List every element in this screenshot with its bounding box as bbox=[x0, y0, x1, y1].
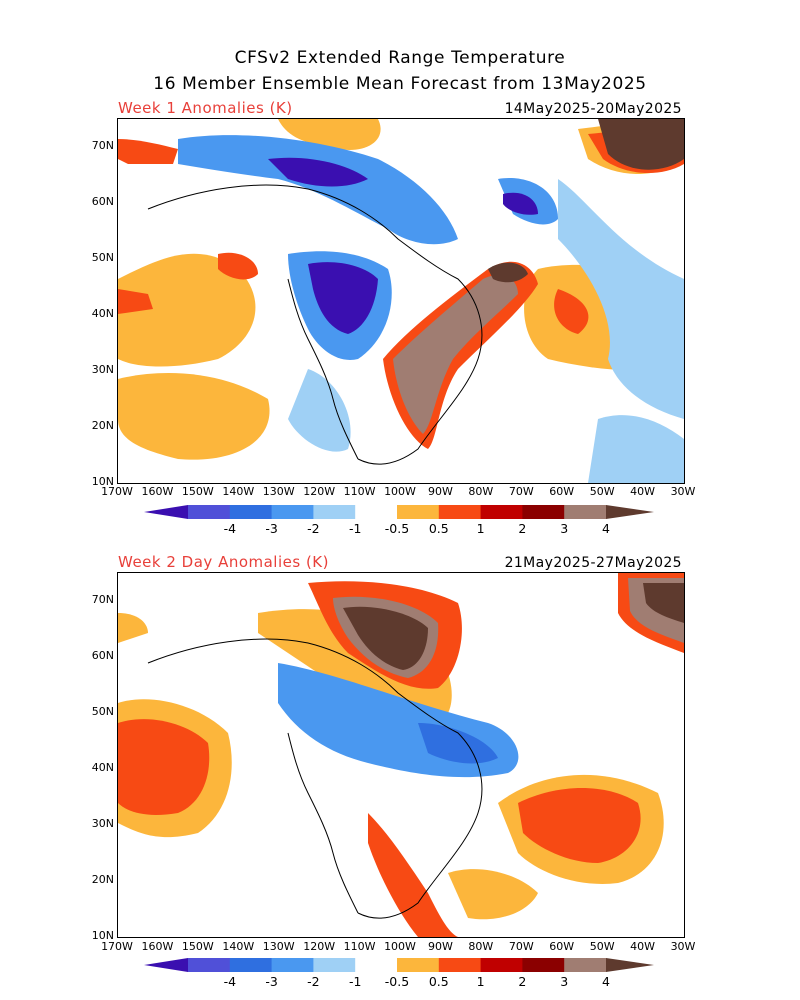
lon-label: 140W bbox=[222, 485, 255, 498]
lon-label: 40W bbox=[630, 485, 655, 498]
lon-label: 120W bbox=[303, 940, 336, 953]
colorbar-segment bbox=[355, 958, 398, 972]
colorbar-right-arrow bbox=[606, 505, 654, 519]
colorbar-segment bbox=[188, 958, 231, 972]
colorbar-label: -4 bbox=[223, 521, 237, 536]
colorbar-segment bbox=[522, 958, 565, 972]
colorbar-segment bbox=[564, 958, 607, 972]
colorbar-segment bbox=[522, 505, 565, 519]
lon-label: 100W bbox=[384, 485, 416, 498]
lon-label: 110W bbox=[343, 940, 376, 953]
colorbar-segment bbox=[313, 958, 356, 972]
lat-label: 30N bbox=[91, 817, 114, 830]
lon-label: 100W bbox=[384, 940, 416, 953]
lon-label: 70W bbox=[508, 485, 534, 498]
lat-label: 50N bbox=[91, 251, 114, 264]
colorbar-segment bbox=[229, 505, 273, 519]
colorbar-label: 4 bbox=[602, 974, 610, 989]
lat-label: 20N bbox=[91, 419, 114, 432]
colorbar-segment bbox=[438, 958, 482, 972]
lon-label: 120W bbox=[303, 485, 336, 498]
colorbar-segment bbox=[564, 505, 607, 519]
lon-label: 60W bbox=[549, 940, 575, 953]
lon-label: 130W bbox=[262, 485, 295, 498]
week1-anomaly-map bbox=[117, 118, 685, 484]
lat-label: 70N bbox=[91, 139, 114, 152]
colorbar-label: 0.5 bbox=[428, 974, 449, 989]
lon-label: 30W bbox=[670, 940, 696, 953]
lat-label: 70N bbox=[91, 593, 114, 606]
colorbar-segment bbox=[397, 958, 440, 972]
lon-label: 50W bbox=[589, 485, 615, 498]
lon-label: 30W bbox=[670, 485, 696, 498]
colorbar-left-arrow bbox=[144, 505, 188, 519]
lon-label: 160W bbox=[141, 940, 174, 953]
lon-label: 90W bbox=[427, 485, 453, 498]
colorbar-segment bbox=[355, 505, 398, 519]
lon-label: 80W bbox=[468, 940, 494, 953]
colorbar-segment bbox=[188, 505, 231, 519]
colorbar-segment bbox=[313, 505, 356, 519]
colorbar-label: -4 bbox=[223, 974, 237, 989]
lon-label: 170W bbox=[101, 940, 133, 953]
lat-label: 10N bbox=[91, 929, 114, 942]
colorbar-right-arrow bbox=[606, 958, 654, 972]
lon-label: 90W bbox=[427, 940, 453, 953]
colorbar-segment bbox=[397, 505, 440, 519]
colorbar-label: 1 bbox=[476, 974, 485, 989]
colorbar-label: 2 bbox=[518, 521, 527, 536]
colorbar-label: -2 bbox=[307, 974, 320, 989]
week1-map-svg bbox=[118, 119, 684, 483]
lat-label: 60N bbox=[91, 195, 114, 208]
lat-label: 30N bbox=[91, 363, 114, 376]
colorbar-segment bbox=[229, 958, 273, 972]
panel2-dates: 21May2025-27May2025 bbox=[504, 555, 682, 571]
panel1-dates: 14May2025-20May2025 bbox=[504, 101, 682, 117]
lon-label: 130W bbox=[262, 940, 295, 953]
lon-label: 110W bbox=[343, 485, 376, 498]
panel1-label: Week 1 Anomalies (K) bbox=[118, 99, 293, 117]
colorbar-label: 3 bbox=[560, 974, 569, 989]
lat-label: 20N bbox=[91, 873, 114, 886]
chart-title-line1: CFSv2 Extended Range Temperature bbox=[234, 48, 566, 68]
lat-label: 40N bbox=[91, 307, 114, 320]
lon-label: 70W bbox=[508, 940, 534, 953]
colorbar-label: -1 bbox=[348, 521, 362, 536]
lon-label: 60W bbox=[549, 485, 575, 498]
colorbar-left-arrow bbox=[144, 958, 188, 972]
colorbar-label: -3 bbox=[265, 521, 278, 536]
lon-label: 170W bbox=[101, 485, 133, 498]
colorbar-label: 3 bbox=[560, 521, 569, 536]
lat-label: 60N bbox=[91, 649, 114, 662]
lon-label: 160W bbox=[141, 485, 174, 498]
panel2-label: Week 2 Day Anomalies (K) bbox=[118, 553, 329, 571]
lat-label: 10N bbox=[91, 475, 114, 488]
colorbar-label: 2 bbox=[518, 974, 527, 989]
week2-anomaly-map bbox=[117, 572, 685, 938]
lon-label: 50W bbox=[589, 940, 615, 953]
colorbar-segment bbox=[438, 505, 482, 519]
lon-label: 80W bbox=[468, 485, 494, 498]
colorbar-segment bbox=[271, 958, 314, 972]
colorbar-segment bbox=[271, 505, 314, 519]
colorbar-label: 4 bbox=[602, 521, 610, 536]
colorbar-label: 0.5 bbox=[428, 521, 449, 536]
colorbar-label: -0.5 bbox=[384, 521, 410, 536]
colorbar-label: -1 bbox=[348, 974, 362, 989]
lon-label: 140W bbox=[222, 940, 255, 953]
chart-title-line2: 16 Member Ensemble Mean Forecast from 13… bbox=[153, 74, 647, 94]
lon-label: 150W bbox=[181, 940, 214, 953]
colorbar-label: -3 bbox=[265, 974, 278, 989]
lat-label: 40N bbox=[91, 761, 114, 774]
colorbar-segment bbox=[480, 958, 523, 972]
colorbar-label: -2 bbox=[307, 521, 320, 536]
week2-map-svg bbox=[118, 573, 684, 937]
colorbar-segment bbox=[480, 505, 523, 519]
colorbar-label: 1 bbox=[476, 521, 485, 536]
colorbar-label: -0.5 bbox=[384, 974, 410, 989]
lon-label: 150W bbox=[181, 485, 214, 498]
lon-label: 40W bbox=[630, 940, 655, 953]
lat-label: 50N bbox=[91, 705, 114, 718]
